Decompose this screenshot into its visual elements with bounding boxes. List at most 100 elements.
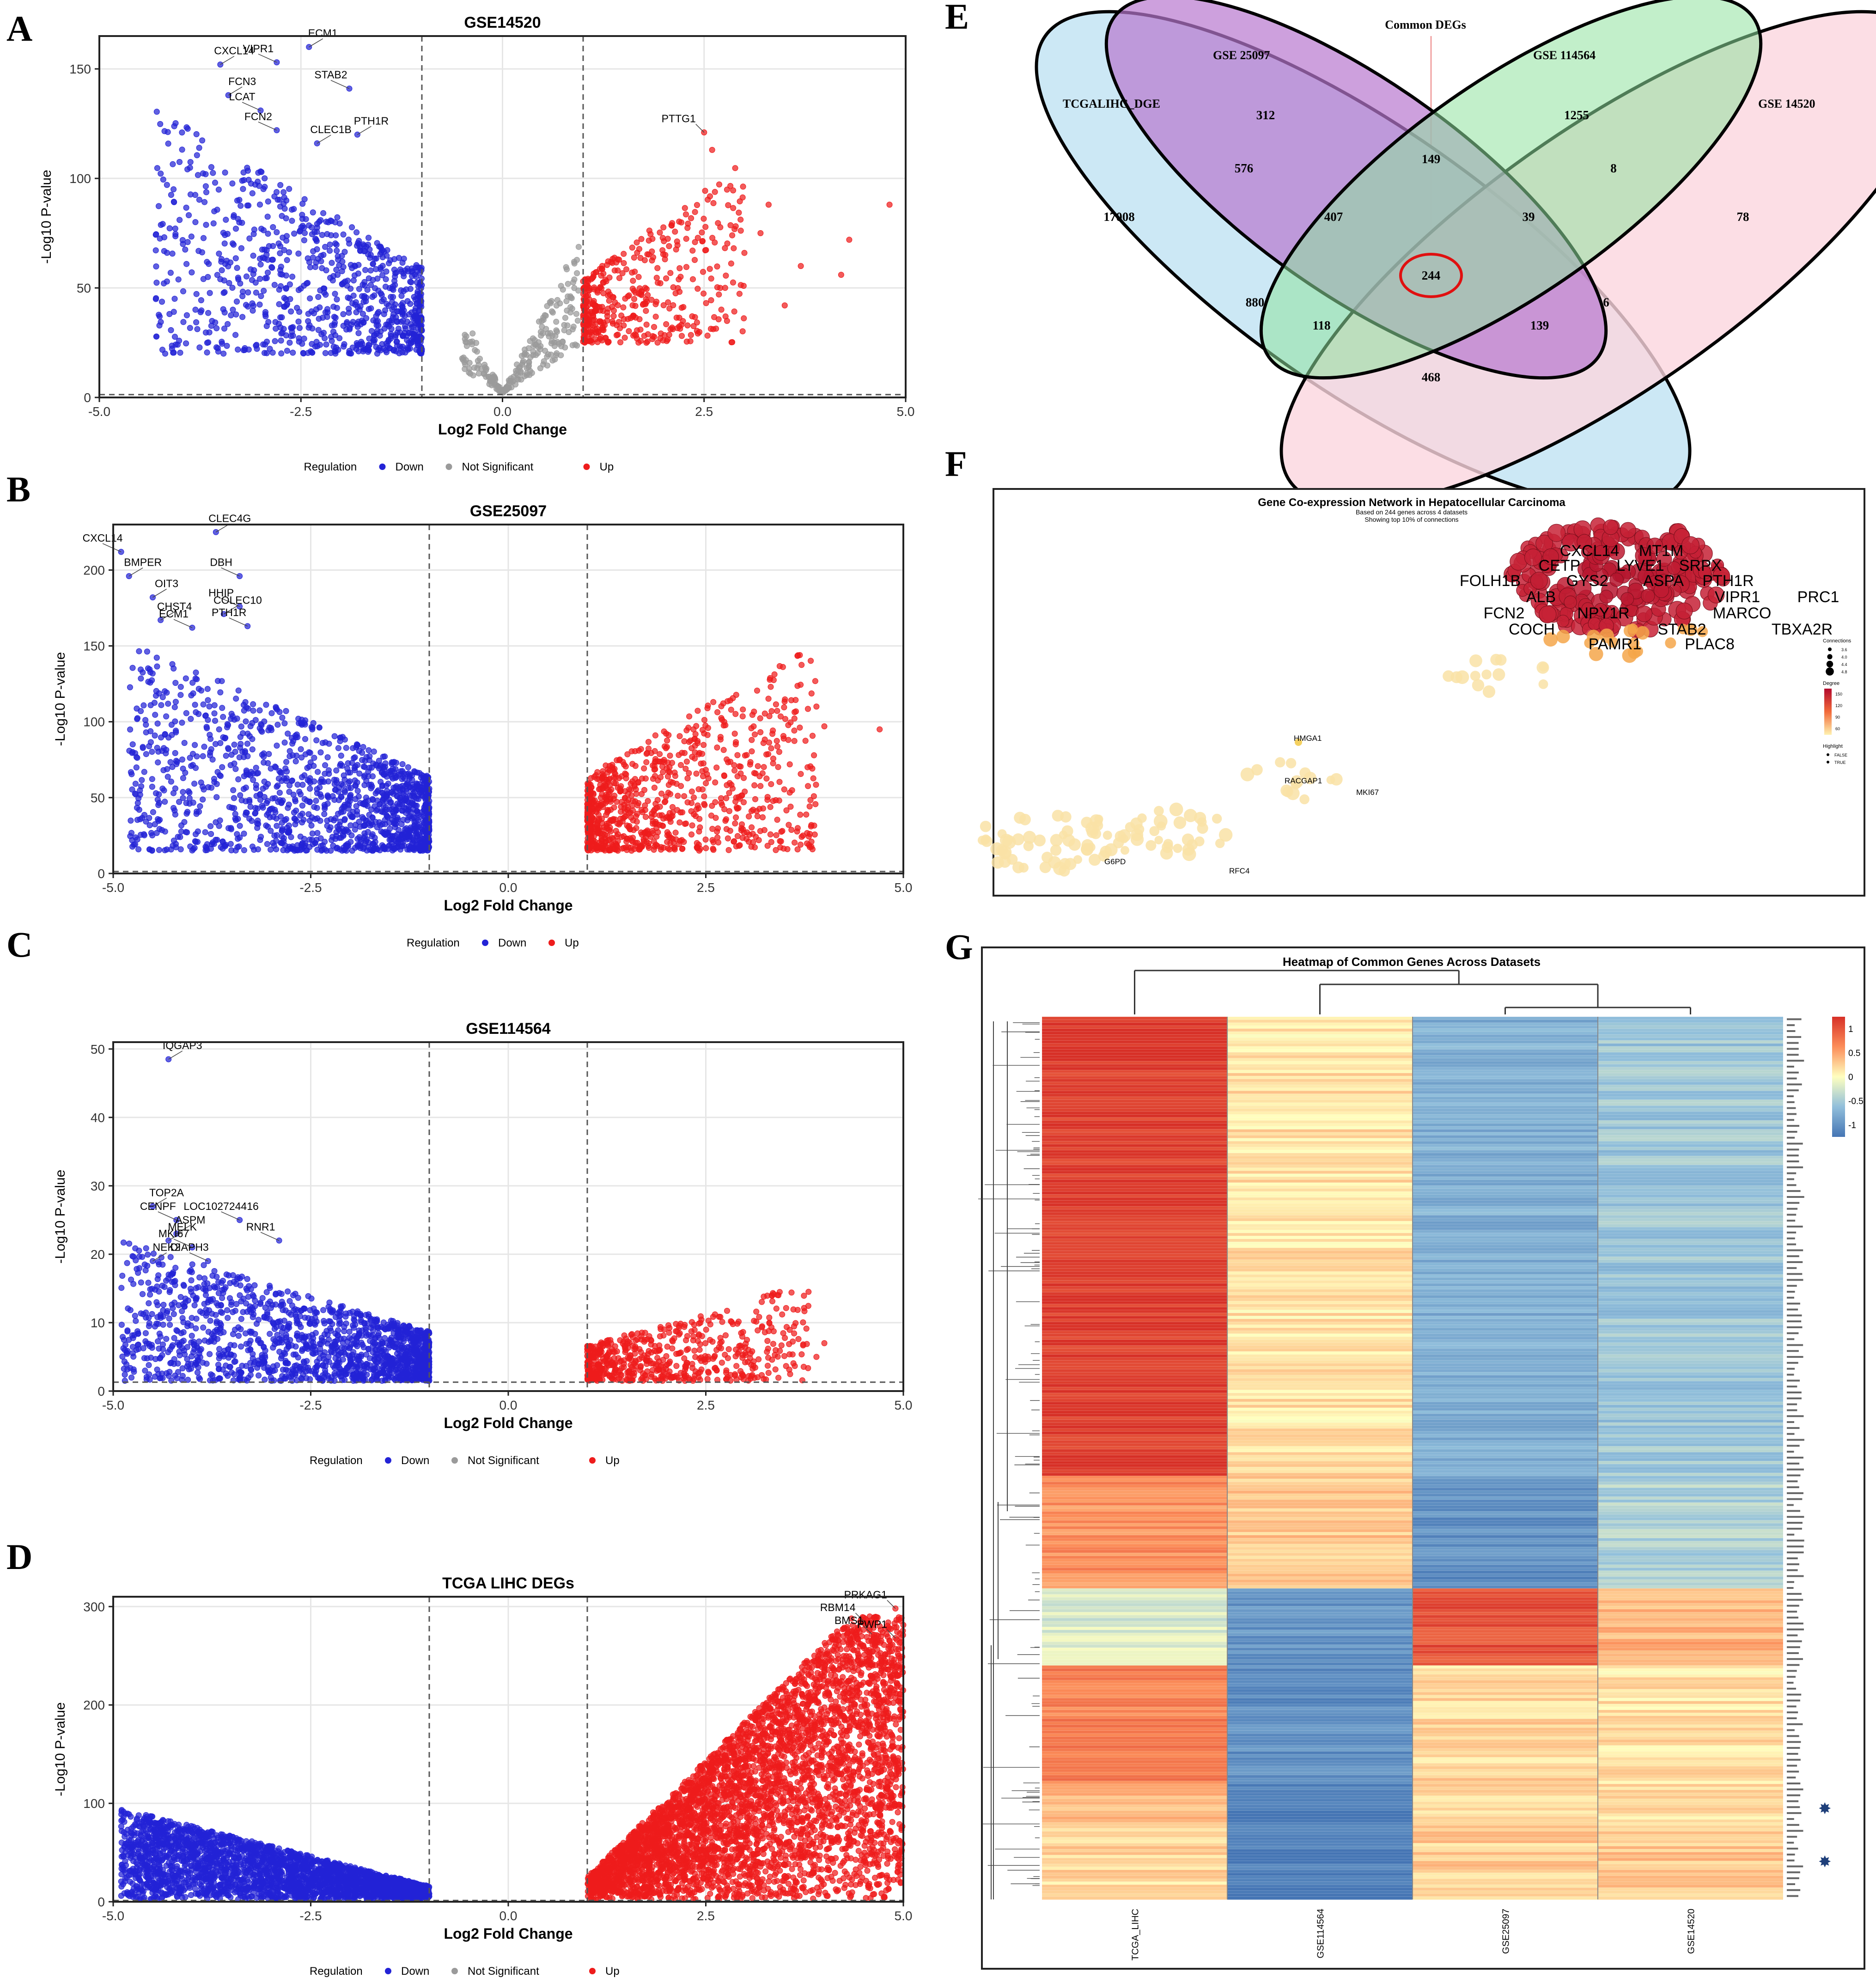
point-down xyxy=(171,186,177,193)
point-down xyxy=(233,226,239,232)
point-up xyxy=(725,835,731,842)
point-down xyxy=(219,267,225,274)
point-down xyxy=(206,261,212,267)
point-up xyxy=(679,750,685,756)
point-down xyxy=(269,349,276,356)
point-down xyxy=(373,313,379,319)
point-down xyxy=(286,829,292,835)
point-up xyxy=(737,770,744,777)
point-up xyxy=(614,799,620,805)
point-up xyxy=(593,269,600,275)
point-down xyxy=(192,742,198,748)
point-down xyxy=(332,291,338,297)
point-down xyxy=(284,768,290,775)
point-up xyxy=(694,286,701,292)
point-down xyxy=(135,1342,141,1348)
plot-title: GSE114564 xyxy=(466,1020,550,1038)
point-up xyxy=(682,765,689,772)
point-not-significant xyxy=(567,293,573,299)
point-down xyxy=(321,330,327,336)
point-down xyxy=(146,1362,152,1368)
point-up xyxy=(675,793,681,799)
point-down xyxy=(242,345,248,351)
point-down xyxy=(393,339,400,345)
point-down xyxy=(284,348,290,354)
point-up xyxy=(748,843,755,850)
point-up xyxy=(712,779,719,786)
point-up xyxy=(812,678,818,684)
point-down xyxy=(311,229,318,235)
point-down xyxy=(169,342,175,349)
point-down xyxy=(188,716,194,722)
point-down xyxy=(286,340,293,346)
point-down xyxy=(268,765,274,772)
point-down xyxy=(353,309,359,316)
point-up xyxy=(709,147,715,153)
point-up xyxy=(757,783,764,789)
gene-label: FCN3 xyxy=(228,75,256,87)
point-up xyxy=(691,811,697,818)
point-down xyxy=(282,1307,289,1313)
point-down xyxy=(127,726,134,733)
point-up xyxy=(664,236,671,242)
point-up xyxy=(635,747,642,754)
legend-key xyxy=(583,464,590,470)
point-down xyxy=(214,769,221,775)
point-up xyxy=(662,743,668,750)
point-up xyxy=(717,285,724,291)
point-down xyxy=(222,735,228,742)
gene-label: CXCL14 xyxy=(214,45,254,57)
point-down xyxy=(132,781,139,787)
point-down xyxy=(153,654,160,661)
point-not-significant xyxy=(552,356,558,363)
point-down xyxy=(177,692,184,698)
point-down xyxy=(332,315,339,321)
point-up xyxy=(777,838,783,844)
point-down xyxy=(133,764,140,771)
point-down xyxy=(297,833,304,840)
point-down xyxy=(277,314,284,321)
point-up xyxy=(734,806,740,812)
point-down xyxy=(278,350,285,357)
point-up xyxy=(660,337,666,344)
point-down xyxy=(306,1320,313,1327)
point-up xyxy=(805,783,811,789)
gene-label: PTH1R xyxy=(212,606,246,618)
point-down xyxy=(230,240,236,247)
panel-letter-f: F xyxy=(945,444,967,484)
point-down xyxy=(127,833,134,839)
point-down xyxy=(241,847,247,854)
point-up xyxy=(710,699,717,705)
point-up xyxy=(809,765,816,772)
point-down xyxy=(138,675,144,682)
point-up xyxy=(615,331,621,338)
point-down xyxy=(379,254,386,261)
point-down xyxy=(354,842,361,848)
point-down xyxy=(171,704,178,710)
point-down xyxy=(338,809,344,816)
point-down xyxy=(193,709,199,715)
point-up xyxy=(721,772,727,779)
point-down xyxy=(228,312,234,318)
point-down xyxy=(256,301,263,308)
point-up xyxy=(808,690,815,696)
point-up xyxy=(803,812,810,818)
point-down xyxy=(295,318,302,325)
point-up xyxy=(797,724,803,731)
point-up xyxy=(788,827,795,833)
point-up xyxy=(700,269,706,275)
point-up xyxy=(600,290,607,296)
point-down xyxy=(153,295,159,301)
point-up xyxy=(587,836,593,843)
point-down xyxy=(155,816,161,822)
legend-label: Up xyxy=(600,461,614,473)
point-down xyxy=(244,731,251,737)
y-tick-label: 100 xyxy=(69,171,91,186)
point-down xyxy=(291,809,297,816)
point-down xyxy=(210,170,216,176)
point-up xyxy=(752,770,759,777)
point-up xyxy=(767,804,774,810)
point-down xyxy=(208,164,214,171)
point-down xyxy=(146,1300,152,1306)
point-down xyxy=(275,240,282,247)
